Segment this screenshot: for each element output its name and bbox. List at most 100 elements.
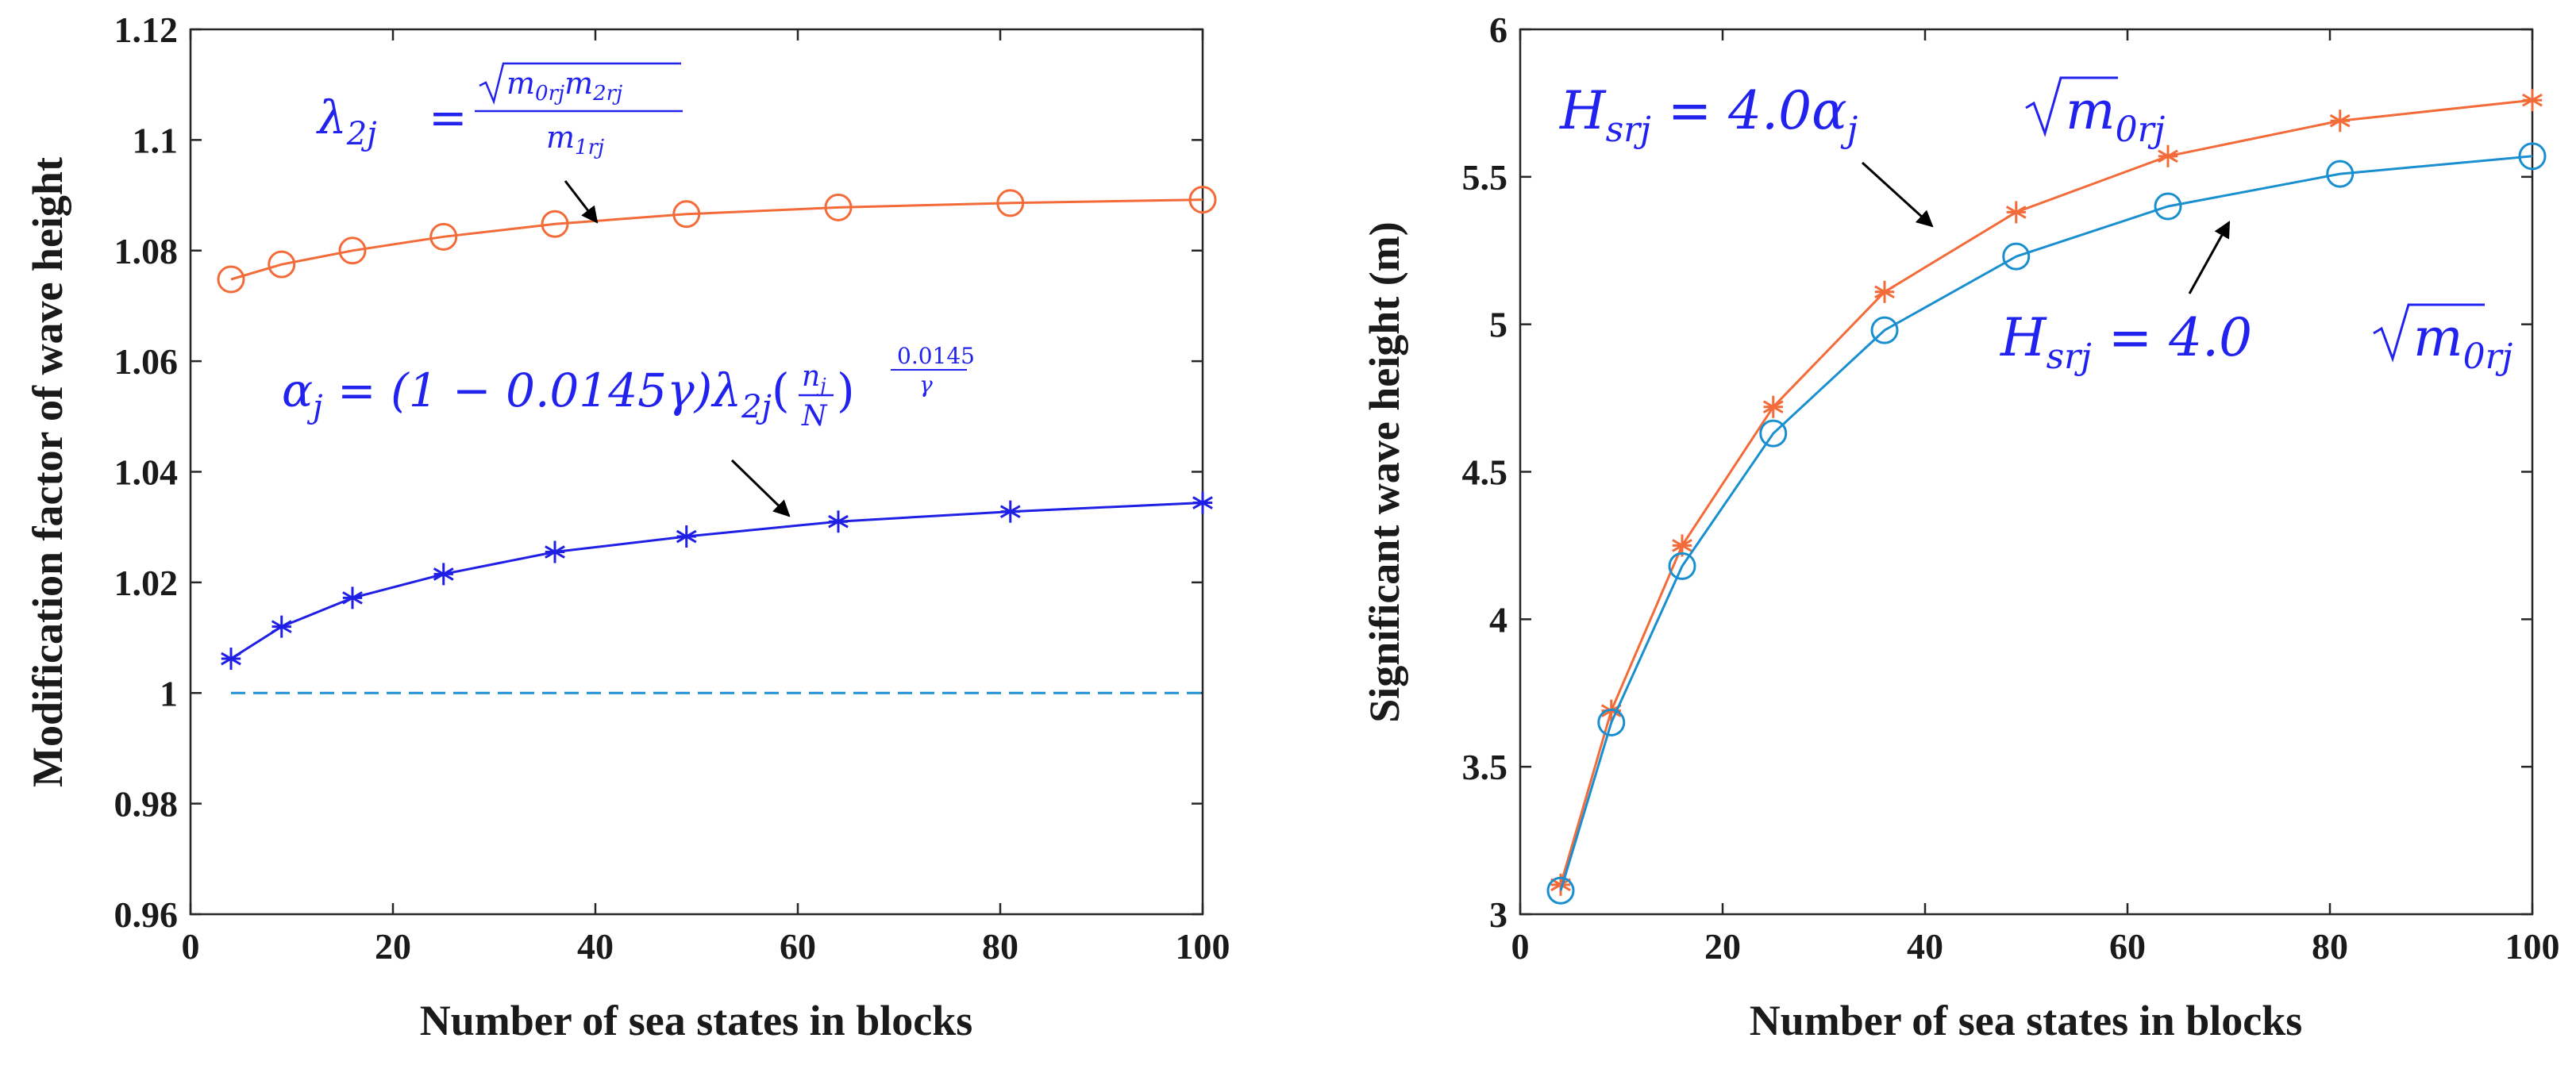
alpha-arrow — [730, 459, 791, 517]
data-point-asterisk — [1192, 491, 1213, 514]
left-x-ticks: 0 20 40 60 80 100 — [182, 29, 1230, 967]
hsrj-arrow — [2188, 221, 2231, 294]
data-point-asterisk — [545, 540, 565, 563]
alpha-expression: αj = (1 − 0.0145γ)λ2j( — [282, 363, 790, 425]
x-tick-label: 20 — [1704, 926, 1741, 967]
data-point-circle — [1759, 419, 1788, 448]
lambda-equals: = — [429, 90, 468, 144]
lambda-lhs: λ2j — [316, 90, 377, 152]
left-chart: 0 20 40 60 80 100 0.96 0.98 1 1.02 1.04 1.06 1.08 1.… — [24, 10, 1230, 1044]
y-tick-label: 1.02 — [114, 563, 179, 603]
data-point-circle — [1668, 552, 1696, 580]
series-line-h-srj-modified — [1559, 98, 2533, 886]
data-point-circle — [2518, 142, 2547, 171]
hsrj-modified-root: m0rj — [2066, 80, 2165, 150]
data-point-asterisk — [221, 648, 241, 671]
y-tick-label: 1.1 — [133, 120, 179, 160]
y-tick-label: 4 — [1489, 599, 1507, 640]
data-point-asterisk — [2005, 201, 2027, 224]
lambda-denominator: m1rj — [546, 120, 604, 160]
right-x-axis-label: Number of sea states in blocks — [1750, 997, 2303, 1044]
y-tick-label: 1.04 — [114, 452, 179, 493]
series-line-lambda-2j — [230, 198, 1203, 281]
lambda-arrow — [564, 180, 599, 224]
data-point-circle — [2002, 242, 2031, 271]
data-point-circle — [1870, 316, 1899, 344]
data-point-circle — [1597, 708, 1626, 736]
y-tick-label: 3.5 — [1462, 747, 1508, 787]
right-series-group — [1546, 89, 2547, 905]
data-point-circle — [1188, 186, 1217, 214]
x-tick-label: 100 — [1176, 926, 1230, 967]
data-point-asterisk — [676, 525, 697, 548]
x-tick-label: 80 — [982, 926, 1018, 967]
data-point-asterisk — [999, 500, 1021, 523]
data-point-circle — [2154, 192, 2182, 221]
data-point-circle — [1546, 876, 1575, 905]
data-point-circle — [2326, 160, 2355, 188]
y-tick-label: 5.5 — [1462, 157, 1508, 198]
hsrj-text: Hsrj = 4.0 — [2000, 307, 2252, 377]
x-tick-label: 40 — [1907, 926, 1943, 967]
x-tick-label: 0 — [1511, 926, 1530, 967]
data-point-circle — [429, 222, 458, 251]
hsrj-modified-equation: Hsrj = 4.0αj m0rj — [1559, 76, 2165, 150]
left-plot-frame — [189, 28, 1204, 916]
y-tick-label: 1.12 — [114, 10, 179, 50]
lambda-root-sign — [479, 62, 681, 105]
data-point-asterisk — [2522, 89, 2543, 112]
right-plot-frame — [1519, 28, 2534, 916]
y-tick-label: 0.98 — [114, 784, 179, 825]
alpha-exponent-num: 0.0145 — [897, 343, 975, 369]
alpha-exponent-den: γ — [919, 371, 933, 398]
x-tick-label: 60 — [2109, 926, 2146, 967]
x-tick-label: 60 — [780, 926, 816, 967]
lambda-equation: λ2j = m0rjm2rj m1rj — [316, 62, 683, 160]
right-x-ticks: 0 20 40 60 80 100 — [1511, 29, 2560, 967]
y-tick-label: 1.06 — [114, 341, 179, 382]
left-series-group — [217, 186, 1217, 694]
y-tick-label: 1 — [160, 673, 178, 713]
hsrj-modified-arrow — [1861, 161, 1934, 228]
right-y-ticks: 3 3.5 4 4.5 5 5.5 6 — [1462, 10, 2532, 935]
data-point-circle — [996, 189, 1025, 217]
data-point-asterisk — [271, 615, 292, 638]
right-y-axis-label: Significant wave height (m) — [1361, 221, 1408, 722]
hsrj-equation: Hsrj = 4.0 m0rj — [2000, 303, 2512, 377]
left-y-axis-label: Modification factor of wave height — [24, 157, 71, 787]
hsrj-modified-text: Hsrj = 4.0αj — [1559, 80, 1858, 150]
series-line-alpha-j — [230, 502, 1203, 660]
series-line-h-srj — [1559, 155, 2533, 891]
hsrj-root-sign — [2373, 303, 2485, 363]
alpha-frac-num: nj — [802, 360, 826, 397]
y-tick-label: 0.96 — [114, 894, 179, 935]
alpha-frac-den: N — [801, 400, 828, 433]
data-point-circle — [268, 250, 296, 279]
x-tick-label: 80 — [2312, 926, 2348, 967]
y-tick-label: 1.08 — [114, 231, 179, 271]
y-tick-label: 6 — [1489, 10, 1507, 50]
data-point-asterisk — [342, 586, 363, 609]
data-point-asterisk — [1762, 395, 1784, 418]
data-point-circle — [217, 265, 245, 294]
data-point-asterisk — [2158, 144, 2178, 167]
alpha-close-paren: ) — [837, 363, 855, 417]
data-point-circle — [541, 210, 569, 238]
x-tick-label: 40 — [577, 926, 614, 967]
hsrj-root: m0rj — [2413, 307, 2512, 377]
right-chart: 0 20 40 60 80 100 3 3.5 4 4.5 5 5.5 6 Number of sea… — [1361, 10, 2560, 1044]
hsrj-modified-root-sign — [2025, 76, 2118, 137]
y-tick-label: 3 — [1489, 894, 1507, 935]
x-tick-label: 100 — [2505, 926, 2560, 967]
y-tick-label: 4.5 — [1462, 452, 1508, 493]
data-point-asterisk — [828, 510, 849, 533]
x-tick-label: 0 — [182, 926, 200, 967]
y-tick-label: 5 — [1489, 305, 1507, 345]
data-point-asterisk — [1874, 280, 1895, 303]
x-tick-label: 20 — [375, 926, 411, 967]
left-y-ticks: 0.96 0.98 1 1.02 1.04 1.06 1.08 1.1 1.12 — [114, 10, 1203, 935]
left-x-axis-label: Number of sea states in blocks — [420, 997, 973, 1044]
data-point-asterisk — [2329, 110, 2351, 133]
data-point-circle — [824, 193, 853, 221]
